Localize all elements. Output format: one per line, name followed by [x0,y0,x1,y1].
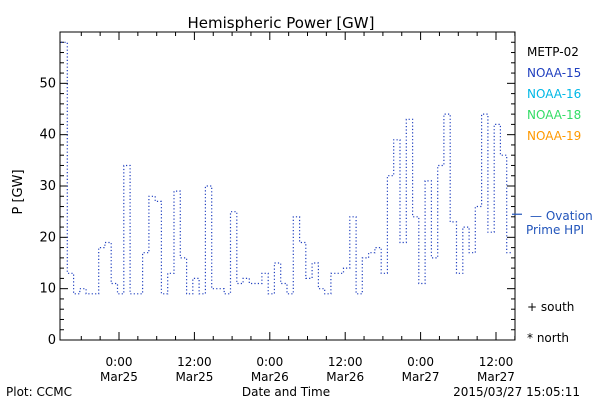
y-axis-label: P [GW] [11,169,26,214]
x-tick-time: 12:00 [328,355,363,369]
north-marker-label: * north [527,331,569,345]
x-tick-time: 0:00 [256,355,283,369]
series-layer [61,41,513,295]
x-tick-time: 0:00 [106,355,133,369]
ovation-label-line1: — Ovation [530,209,593,223]
legend-item: METP-02 [527,45,579,59]
y-tick-label: 0 [48,333,56,348]
legend-item: NOAA-16 [527,87,581,101]
x-tick-time: 0:00 [407,355,434,369]
legend-item: NOAA-15 [527,66,581,80]
x-tick-date: Mar26 [326,370,364,384]
south-marker-label: + south [527,300,574,314]
series-line-noaa-15 [61,41,513,295]
plot-source: Plot: CCMC [6,385,72,399]
y-tick-label: 10 [39,282,56,297]
chart-title: Hemispheric Power [GW] [188,14,375,32]
timestamp: 2015/03/27 15:05:11 [453,385,580,399]
x-tick-time: 12:00 [177,355,212,369]
x-tick-date: Mar27 [477,370,515,384]
x-axis-label: Date and Time [242,385,330,399]
x-tick-date: Mar25 [175,370,213,384]
y-tick-label: 20 [39,230,56,245]
legend-item: NOAA-19 [527,129,581,143]
x-axis: 0:00Mar2512:00Mar250:00Mar2612:00Mar260:… [80,32,516,384]
y-tick-label: 30 [39,179,56,194]
legend-item: NOAA-18 [527,108,581,122]
plot-frame [59,31,516,341]
legend: METP-02 NOAA-15 NOAA-16 NOAA-18 NOAA-19 [512,45,581,215]
x-tick-date: Mar25 [100,370,138,384]
ovation-label-line2: Prime HPI [526,223,584,237]
y-tick-label: 40 [39,128,56,143]
x-tick-date: Mar26 [251,370,289,384]
x-tick-date: Mar27 [402,370,440,384]
y-axis: 0 10 20 30 40 50 [39,41,515,348]
x-tick-time: 12:00 [479,355,514,369]
y-tick-label: 50 [39,76,56,91]
